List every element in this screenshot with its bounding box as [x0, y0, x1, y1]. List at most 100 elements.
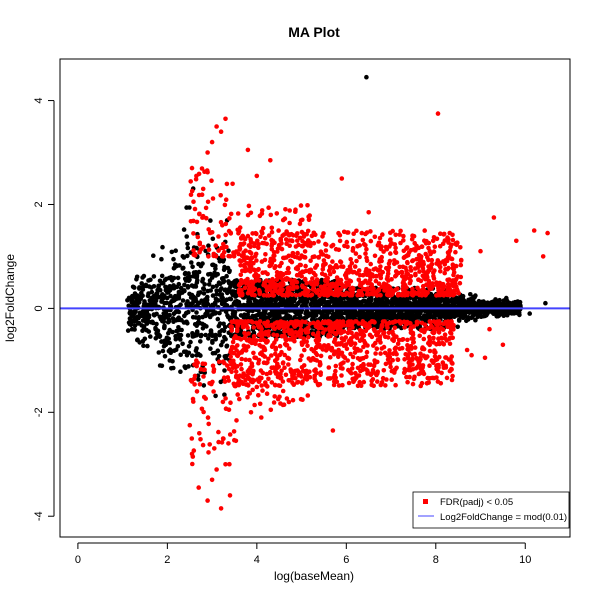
- point-significant: [354, 228, 359, 234]
- point-nonsignificant: [210, 351, 216, 356]
- point-nonsignificant: [132, 323, 138, 328]
- point-significant: [309, 281, 314, 287]
- point-significant: [301, 363, 307, 368]
- point-nonsignificant: [137, 286, 143, 291]
- point-significant: [234, 373, 239, 379]
- point-significant: [422, 228, 428, 233]
- point-significant: [339, 336, 345, 341]
- point-nonsignificant: [456, 317, 462, 323]
- point-significant: [354, 335, 360, 341]
- point-significant: [447, 292, 452, 298]
- point-significant: [410, 258, 415, 264]
- point-significant: [323, 261, 328, 267]
- point-nonsignificant: [125, 328, 131, 333]
- point-nonsignificant: [429, 308, 434, 314]
- point-nonsignificant: [129, 293, 135, 299]
- point-nonsignificant: [444, 302, 450, 307]
- point-significant: [287, 331, 293, 337]
- point-significant: [387, 360, 393, 366]
- point-significant: [402, 366, 408, 372]
- point-significant: [316, 239, 321, 244]
- point-significant: [331, 265, 337, 271]
- point-significant: [297, 256, 303, 261]
- point-significant: [339, 340, 344, 346]
- point-nonsignificant: [171, 285, 176, 291]
- point-nonsignificant: [180, 266, 185, 271]
- point-significant: [443, 267, 448, 272]
- point-significant: [294, 285, 300, 290]
- point-nonsignificant: [437, 299, 443, 305]
- point-nonsignificant: [289, 297, 294, 302]
- point-significant: [424, 238, 429, 244]
- point-significant: [294, 272, 300, 278]
- point-nonsignificant: [433, 310, 439, 316]
- point-significant: [339, 373, 344, 378]
- point-significant: [410, 362, 415, 367]
- point-nonsignificant: [187, 291, 192, 297]
- point-significant: [432, 349, 437, 355]
- point-significant: [258, 234, 263, 240]
- point-significant: [318, 324, 323, 330]
- point-significant: [318, 361, 323, 367]
- point-nonsignificant: [349, 298, 354, 304]
- point-significant: [437, 321, 443, 326]
- point-nonsignificant: [176, 309, 182, 315]
- point-significant: [379, 244, 384, 249]
- point-significant: [377, 272, 383, 277]
- point-nonsignificant: [391, 311, 397, 317]
- point-significant: [387, 354, 393, 360]
- point-nonsignificant: [463, 302, 469, 308]
- point-nonsignificant: [213, 393, 218, 399]
- point-significant: [303, 319, 308, 325]
- point-significant: [439, 370, 444, 376]
- point-nonsignificant: [203, 332, 208, 338]
- point-significant: [350, 248, 356, 253]
- point-nonsignificant: [203, 311, 208, 317]
- point-significant: [239, 356, 244, 362]
- point-significant: [344, 270, 349, 276]
- point-nonsignificant: [210, 284, 216, 290]
- point-significant: [290, 285, 296, 291]
- point-significant: [378, 264, 383, 269]
- point-significant: [297, 262, 303, 268]
- point-nonsignificant: [227, 269, 232, 275]
- point-significant: [316, 330, 321, 335]
- point-significant: [332, 320, 338, 326]
- point-nonsignificant: [150, 300, 156, 305]
- point-significant: [387, 238, 393, 243]
- point-significant: [389, 277, 394, 282]
- point-significant: [427, 348, 433, 354]
- point-nonsignificant: [308, 302, 313, 307]
- point-significant: [302, 254, 308, 260]
- point-significant: [336, 353, 341, 359]
- point-significant: [355, 383, 361, 389]
- point-significant: [443, 355, 449, 360]
- point-significant: [371, 286, 376, 291]
- point-significant: [408, 268, 414, 273]
- point-significant: [398, 292, 404, 298]
- point-significant: [269, 353, 274, 358]
- point-significant: [254, 258, 259, 263]
- point-nonsignificant: [181, 227, 187, 232]
- point-significant: [450, 265, 456, 271]
- point-significant: [405, 347, 411, 352]
- point-nonsignificant: [461, 309, 467, 314]
- point-nonsignificant: [175, 344, 181, 349]
- point-nonsignificant: [508, 310, 513, 315]
- point-significant: [334, 379, 340, 385]
- point-significant: [349, 285, 355, 291]
- point-nonsignificant: [217, 321, 223, 326]
- point-significant: [243, 278, 248, 284]
- point-significant: [358, 290, 364, 296]
- point-significant: [273, 347, 279, 352]
- point-nonsignificant: [422, 308, 428, 314]
- point-significant: [307, 268, 312, 273]
- point-nonsignificant: [195, 331, 200, 336]
- point-significant: [427, 248, 433, 254]
- point-nonsignificant: [223, 287, 228, 293]
- point-nonsignificant: [232, 300, 238, 305]
- point-nonsignificant: [372, 301, 377, 307]
- point-significant: [310, 276, 315, 281]
- point-significant: [391, 338, 397, 344]
- point-significant: [442, 270, 448, 276]
